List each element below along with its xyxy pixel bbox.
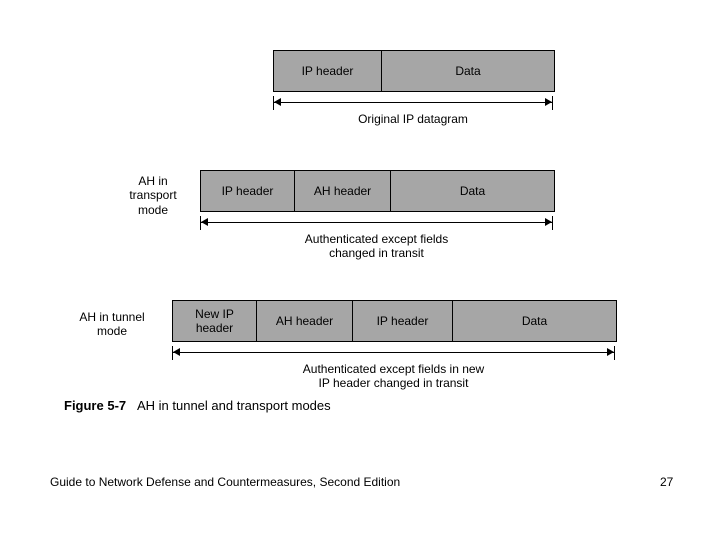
- row3-box-label-2: IP header: [377, 314, 429, 328]
- row3-side-label: AH in tunnelmode: [62, 310, 162, 339]
- row1-span-label: Original IP datagram: [273, 112, 553, 126]
- row3-span-marker: [172, 346, 615, 360]
- row2-span-marker: [200, 216, 553, 230]
- row3-span-label: Authenticated except fields in newIP hea…: [172, 362, 615, 391]
- row2-box-label-0: IP header: [222, 184, 274, 198]
- footer-text: Guide to Network Defense and Countermeas…: [50, 475, 400, 489]
- figure-caption: Figure 5-7 AH in tunnel and transport mo…: [64, 398, 331, 413]
- row2-box-label-2: Data: [460, 184, 485, 198]
- row1-box-label-1: Data: [455, 64, 480, 78]
- row1-box-ipheader: IP header: [274, 51, 382, 91]
- row2-box-data: Data: [391, 171, 554, 211]
- caption-text: AH in tunnel and transport modes: [137, 398, 331, 413]
- row2-box-ipheader: IP header: [201, 171, 295, 211]
- diagram: IP header Data Original IP datagram AH i…: [0, 0, 720, 540]
- row3-box-newip: New IPheader: [173, 301, 257, 341]
- row3-box-label-1: AH header: [276, 314, 333, 328]
- row2-span-label: Authenticated except fieldschanged in tr…: [200, 232, 553, 261]
- row1-box-label-0: IP header: [302, 64, 354, 78]
- row2-box-ahheader: AH header: [295, 171, 391, 211]
- row3-box-label-3: Data: [522, 314, 547, 328]
- caption-bold: Figure 5-7: [64, 398, 126, 413]
- row3-box-data: Data: [453, 301, 616, 341]
- row2-side-label: AH intransportmode: [118, 174, 188, 217]
- page-number: 27: [660, 475, 673, 489]
- row1-boxes: IP header Data: [273, 50, 555, 92]
- row1-box-data: Data: [382, 51, 554, 91]
- row3-box-ahheader: AH header: [257, 301, 353, 341]
- row2-boxes: IP header AH header Data: [200, 170, 555, 212]
- row3-box-ipheader: IP header: [353, 301, 453, 341]
- row3-box-label-0: New IPheader: [195, 307, 234, 336]
- row2-box-label-1: AH header: [314, 184, 371, 198]
- row1-span-marker: [273, 96, 553, 110]
- row3-boxes: New IPheader AH header IP header Data: [172, 300, 617, 342]
